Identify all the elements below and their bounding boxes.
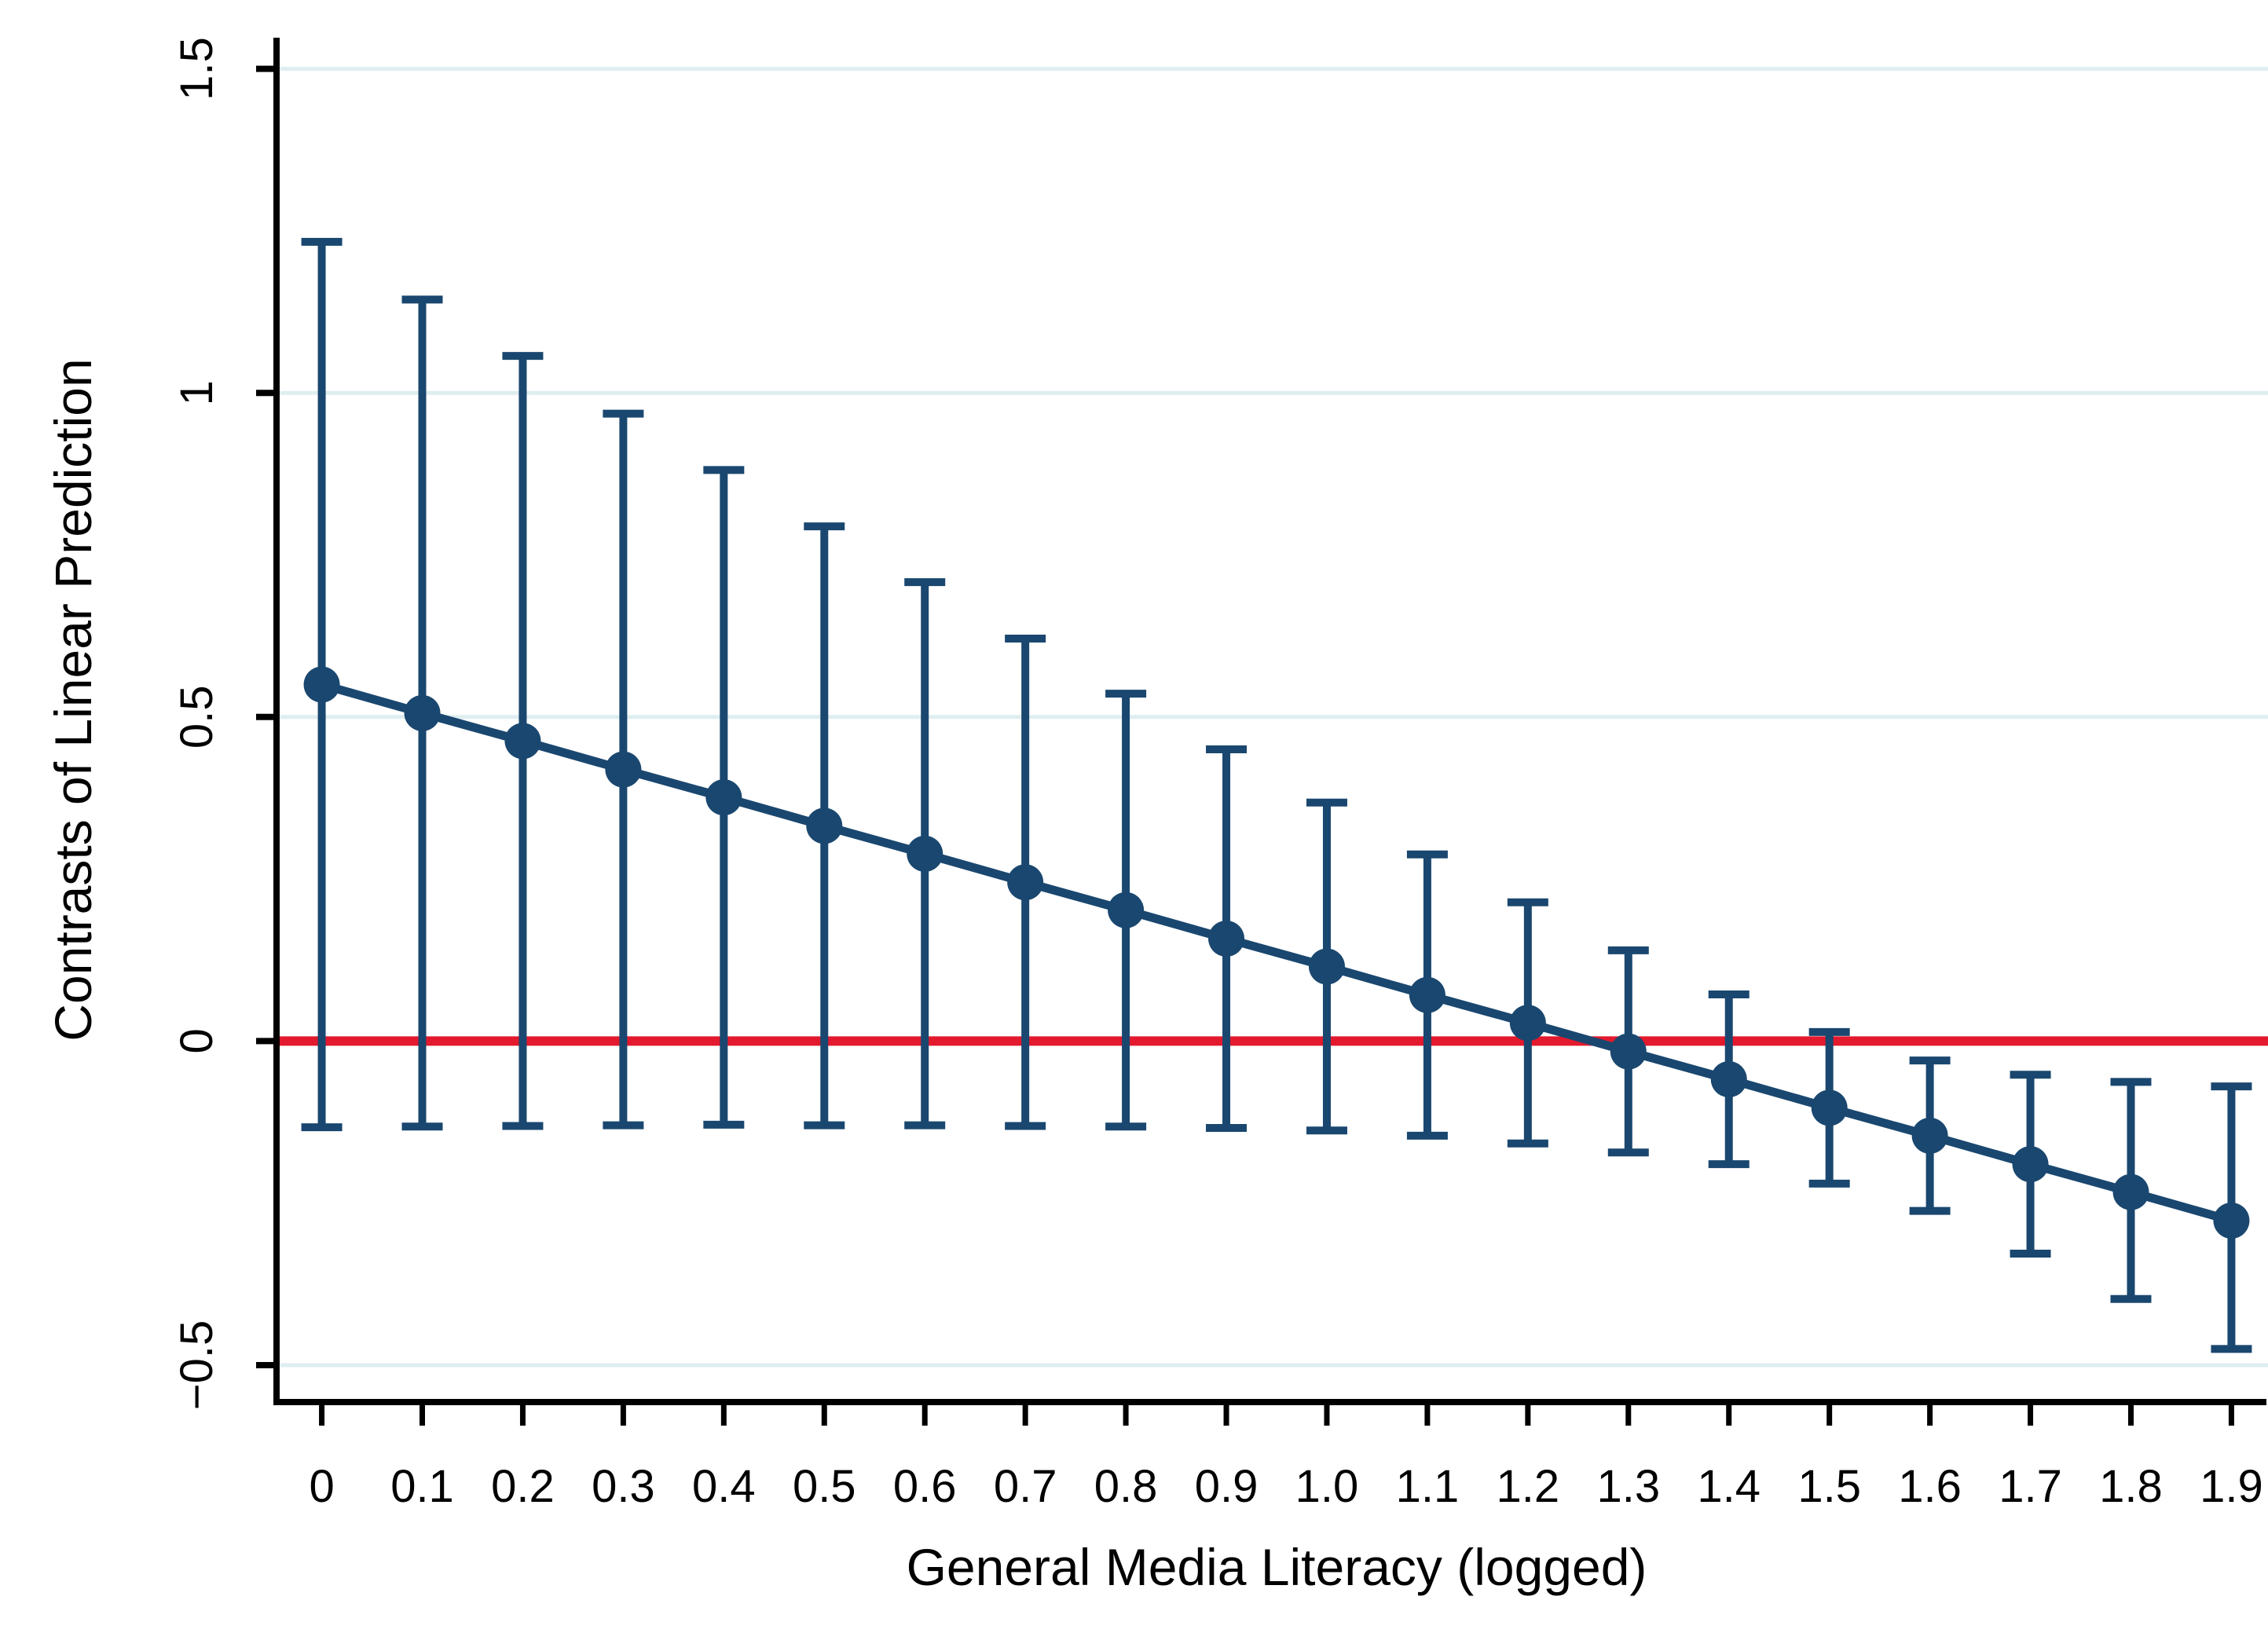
- chart-canvas: 1.5 1 0.5 0 −0.5 0 0.1 0.2 0.3 0.4 0.5 0.6 0.7 0.8 0.9…: [44, 37, 2268, 1596]
- x-tick-label: 1.0: [1295, 1461, 1359, 1512]
- data-point: [504, 723, 541, 760]
- x-tick-label: 1.7: [1999, 1461, 2062, 1512]
- data-point: [907, 835, 943, 872]
- data-point: [1610, 1033, 1647, 1070]
- x-tick-label: 0.8: [1094, 1461, 1158, 1512]
- data-point: [404, 694, 441, 731]
- x-tick-label: 0.2: [491, 1461, 555, 1512]
- data-point: [2012, 1146, 2049, 1183]
- axes: [256, 38, 2266, 1426]
- data-point: [1811, 1089, 1848, 1126]
- data-point: [705, 779, 742, 816]
- x-tick-label: 1.5: [1797, 1461, 1861, 1512]
- data-point: [1108, 892, 1145, 928]
- x-tick-label: 1.8: [2099, 1461, 2163, 1512]
- gridlines: [277, 67, 2268, 1368]
- x-tick-label: 1.4: [1697, 1461, 1761, 1512]
- data-point: [303, 666, 340, 703]
- x-tick-label: 0.6: [893, 1461, 957, 1512]
- data-point: [1710, 1061, 1747, 1098]
- tick-labels: 1.5 1 0.5 0 −0.5 0 0.1 0.2 0.3 0.4 0.5 0.6 0.7 0.8 0.9…: [171, 37, 2263, 1512]
- x-tick-label: 1.3: [1596, 1461, 1660, 1512]
- x-tick-label: 0.7: [994, 1461, 1057, 1512]
- error-bar-series: [301, 237, 2252, 1353]
- x-tick-label: 0.1: [390, 1461, 454, 1512]
- x-tick-label: 1.2: [1497, 1461, 1560, 1512]
- y-axis-title: Contrasts of Linear Prediction: [44, 358, 102, 1041]
- x-tick-label: 0.9: [1195, 1461, 1259, 1512]
- y-tick-label: 1.5: [171, 37, 222, 101]
- data-point: [1409, 976, 1445, 1013]
- data-point: [806, 807, 843, 844]
- data-point: [1308, 948, 1345, 985]
- y-tick-label: 0: [171, 1028, 222, 1053]
- x-tick-label: 1.6: [1898, 1461, 1962, 1512]
- y-tick-label: −0.5: [171, 1320, 222, 1411]
- contrast-plot-figure: 1.5 1 0.5 0 −0.5 0 0.1 0.2 0.3 0.4 0.5 0.6 0.7 0.8 0.9…: [31, 13, 2268, 1620]
- y-tick-label: 0.5: [171, 685, 222, 749]
- x-axis-title: General Media Literacy (logged): [907, 1538, 1647, 1596]
- y-tick-label: 1: [171, 380, 222, 405]
- x-tick-label: 0.4: [692, 1461, 756, 1512]
- data-point: [2112, 1173, 2149, 1210]
- data-point: [1911, 1117, 1948, 1154]
- x-tick-label: 0: [309, 1461, 334, 1512]
- data-point: [1007, 864, 1044, 901]
- x-tick-label: 1.9: [2200, 1461, 2263, 1512]
- x-tick-label: 0.5: [793, 1461, 856, 1512]
- data-point: [1509, 1005, 1546, 1042]
- data-point: [1208, 920, 1245, 957]
- data-point: [2213, 1202, 2250, 1239]
- x-tick-label: 1.1: [1396, 1461, 1460, 1512]
- x-tick-label: 0.3: [592, 1461, 655, 1512]
- data-point: [605, 751, 642, 788]
